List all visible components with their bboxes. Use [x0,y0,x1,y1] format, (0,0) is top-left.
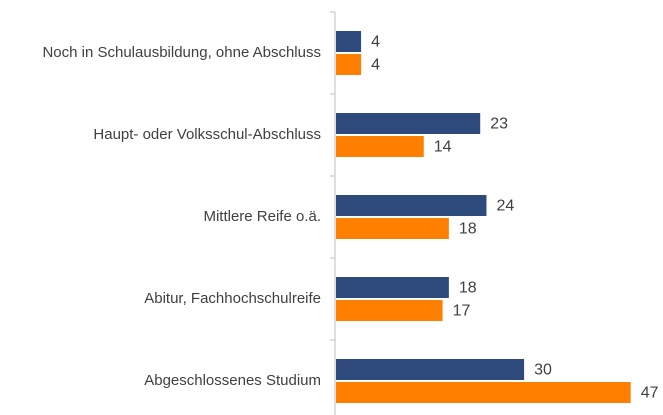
bar [336,195,487,216]
bar [336,136,424,157]
category-label: Abgeschlossenes Studium [144,372,321,389]
bar [336,382,631,403]
value-label: 17 [453,303,471,320]
bar [336,31,362,52]
bar [336,54,362,75]
category-label: Abitur, Fachhochschulreife [144,290,321,307]
value-label: 18 [459,221,477,238]
value-label: 4 [371,34,380,51]
value-label: 18 [459,280,477,297]
value-label: 30 [534,362,552,379]
bar [336,359,525,380]
category-label: Mittlere Reife o.ä. [203,208,321,225]
value-label: 14 [434,139,452,156]
value-label: 23 [490,116,508,133]
bar [336,113,481,134]
bar [336,300,443,321]
value-label: 24 [496,198,514,215]
bar [336,277,449,298]
category-label: Noch in Schulausbildung, ohne Abschluss [42,44,321,61]
category-label: Haupt- oder Volksschul-Abschluss [93,126,321,143]
value-label: 47 [641,385,659,402]
value-label: 4 [371,57,380,74]
bar [336,218,449,239]
